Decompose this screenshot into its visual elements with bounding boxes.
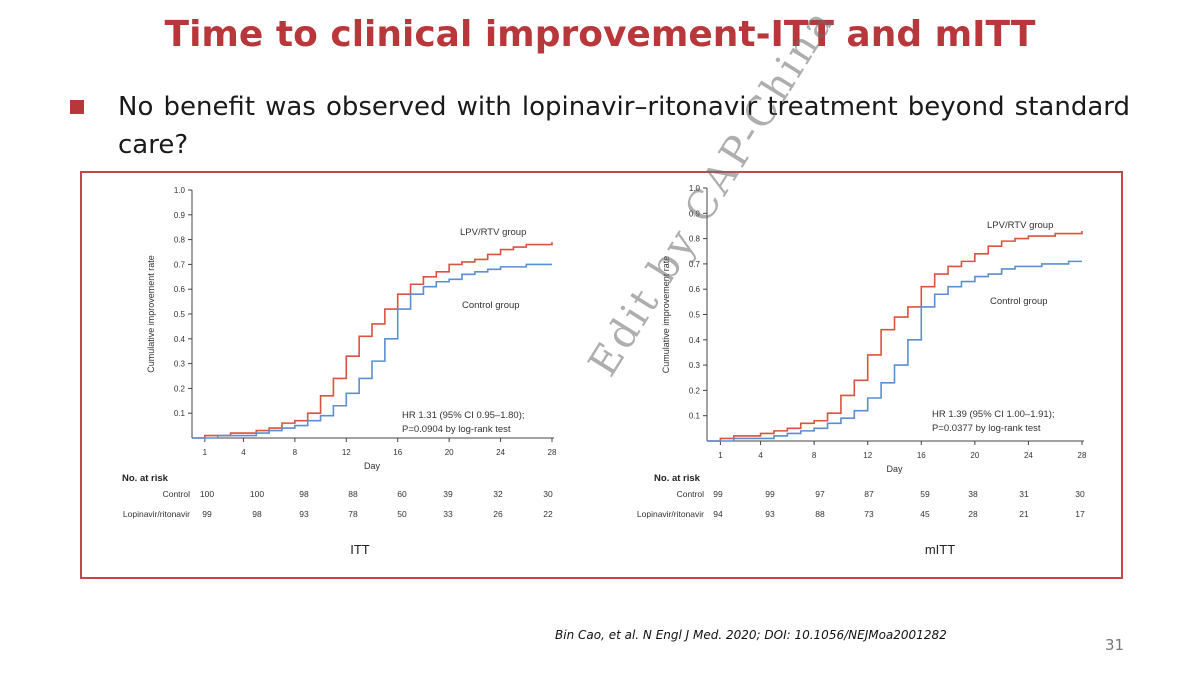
itt-x-axis-title: Day: [364, 461, 381, 471]
mitt-x-axis-title: Day: [886, 464, 903, 474]
mitt-panel-label: mITT: [925, 542, 955, 557]
mitt-risk-value: 93: [765, 509, 775, 519]
itt-risk-header: No. at risk: [122, 473, 169, 484]
itt-risk-value: 26: [493, 509, 503, 519]
citation: Bin Cao, et al. N Engl J Med. 2020; DOI:…: [555, 628, 947, 642]
itt-risk-value: 50: [397, 509, 407, 519]
itt-x-tick-label: 4: [241, 448, 246, 457]
mitt-y-tick-label: 1.0: [689, 184, 701, 193]
km-curves-figure: 0.1 0.2 0.3 0.4 0.5 0.6 0.7 0.8 0.9 1.0 1 4 8 12 16 20 2…: [122, 184, 1087, 557]
page-number: 31: [1105, 636, 1125, 654]
mitt-hr-annotation: HR 1.39 (95% CI 1.00–1.91);: [932, 409, 1055, 420]
itt-risk-value: 93: [299, 509, 309, 519]
mitt-risk-value: 28: [968, 509, 978, 519]
itt-x-tick-label: 1: [203, 448, 208, 457]
itt-y-tick-label: 0.3: [174, 360, 186, 369]
mitt-y-tick-label: 0.1: [689, 412, 701, 421]
itt-risk-value: 99: [202, 509, 212, 519]
itt-risk-value: 98: [299, 489, 309, 499]
mitt-y-tick-label: 0.6: [689, 285, 701, 294]
itt-risk-value: 100: [200, 489, 214, 499]
mitt-legend-control: Control group: [990, 296, 1048, 307]
itt-y-tick-label: 0.2: [174, 384, 186, 393]
mitt-y-tick-label: 0.4: [689, 336, 701, 345]
mitt-x-tick-label: 24: [1024, 451, 1033, 460]
itt-x-tick-label: 12: [342, 448, 351, 457]
mitt-y-tick-label: 0.2: [689, 386, 701, 395]
itt-legend-control: Control group: [462, 300, 520, 311]
mitt-risk-value: 30: [1075, 489, 1085, 499]
mitt-risk-value: 99: [713, 489, 723, 499]
bullet-text: No benefit was observed with lopinavir–r…: [118, 92, 1130, 160]
itt-y-tick-label: 0.4: [174, 335, 186, 344]
itt-risk-value: 60: [397, 489, 407, 499]
itt-hr-annotation: P=0.0904 by log-rank test: [402, 424, 511, 435]
mitt-risk-value: 17: [1075, 509, 1085, 519]
itt-x-tick-label: 24: [496, 448, 505, 457]
mitt-x-tick-label: 4: [758, 451, 763, 460]
bullet-square-icon: [70, 100, 84, 114]
itt-curve-lpv: [192, 242, 553, 439]
itt-y-tick-label: 1.0: [174, 186, 186, 195]
mitt-x-tick-label: 28: [1078, 451, 1087, 460]
itt-y-tick-label: 0.7: [174, 260, 186, 269]
mitt-risk-value: 94: [713, 509, 723, 519]
mitt-risk-value: 88: [815, 509, 825, 519]
itt-x-tick-label: 8: [293, 448, 298, 457]
itt-risk-value: 30: [543, 489, 553, 499]
mitt-risk-header: No. at risk: [654, 473, 701, 484]
mitt-curve-lpv: [707, 231, 1083, 442]
itt-y-tick-label: 0.1: [174, 409, 186, 418]
mitt-y-tick-label: 0.5: [689, 311, 701, 320]
itt-curve-control: [192, 263, 552, 439]
mitt-risk-value: 59: [920, 489, 930, 499]
mitt-x-tick-label: 1: [718, 451, 723, 460]
itt-risk-value: 39: [443, 489, 453, 499]
mitt-risk-value: 73: [864, 509, 874, 519]
itt-x-tick-label: 16: [393, 448, 402, 457]
mitt-risk-value: 45: [920, 509, 930, 519]
itt-risk-value: 32: [493, 489, 503, 499]
figure-frame: 0.1 0.2 0.3 0.4 0.5 0.6 0.7 0.8 0.9 1.0 1 4 8 12 16 20 2…: [80, 171, 1123, 579]
mitt-x-tick-label: 8: [812, 451, 817, 460]
slide-title: Time to clinical improvement-ITT and mIT…: [164, 14, 1036, 55]
mitt-risk-value: 97: [815, 489, 825, 499]
mitt-risk-value: 99: [765, 489, 775, 499]
mitt-risk-value: 38: [968, 489, 978, 499]
mitt-x-tick-label: 16: [917, 451, 926, 460]
mitt-risk-value: 87: [864, 489, 874, 499]
itt-x-tick-label: 20: [445, 448, 454, 457]
itt-risk-row-label: Lopinavir/ritonavir: [123, 509, 190, 519]
mitt-y-tick-label: 0.3: [689, 361, 701, 370]
itt-y-tick-label: 0.5: [174, 310, 186, 319]
mitt-y-axis-title: Cumulative improvement rate: [661, 256, 671, 374]
mitt-x-tick-label: 12: [863, 451, 872, 460]
itt-risk-value: 33: [443, 509, 453, 519]
itt-risk-row-label: Control: [163, 489, 191, 499]
itt-hr-annotation: HR 1.31 (95% CI 0.95–1.80);: [402, 410, 525, 421]
mitt-legend-lpv: LPV/RTV group: [987, 220, 1053, 231]
itt-y-tick-label: 0.8: [174, 236, 186, 245]
mitt-risk-value: 21: [1019, 509, 1029, 519]
itt-x-tick-label: 28: [548, 448, 557, 457]
mitt-y-tick-label: 0.7: [689, 260, 701, 269]
itt-risk-value: 78: [348, 509, 358, 519]
itt-y-tick-label: 0.6: [174, 285, 186, 294]
itt-risk-value: 22: [543, 509, 553, 519]
mitt-hr-annotation: P=0.0377 by log-rank test: [932, 423, 1041, 434]
itt-risk-value: 100: [250, 489, 264, 499]
mitt-risk-value: 31: [1019, 489, 1029, 499]
itt-legend-lpv: LPV/RTV group: [460, 227, 526, 238]
itt-panel-label: ITT: [350, 542, 370, 557]
mitt-y-tick-label: 0.9: [689, 209, 701, 218]
mitt-curve-control: [707, 260, 1082, 442]
itt-risk-value: 98: [252, 509, 262, 519]
mitt-y-tick-label: 0.8: [689, 235, 701, 244]
itt-y-axis-title: Cumulative improvement rate: [146, 255, 156, 373]
mitt-x-tick-label: 20: [970, 451, 979, 460]
mitt-risk-row-label: Control: [677, 489, 705, 499]
itt-risk-value: 88: [348, 489, 358, 499]
itt-y-tick-label: 0.9: [174, 211, 186, 220]
mitt-risk-row-label: Lopinavir/ritonavir: [637, 509, 704, 519]
